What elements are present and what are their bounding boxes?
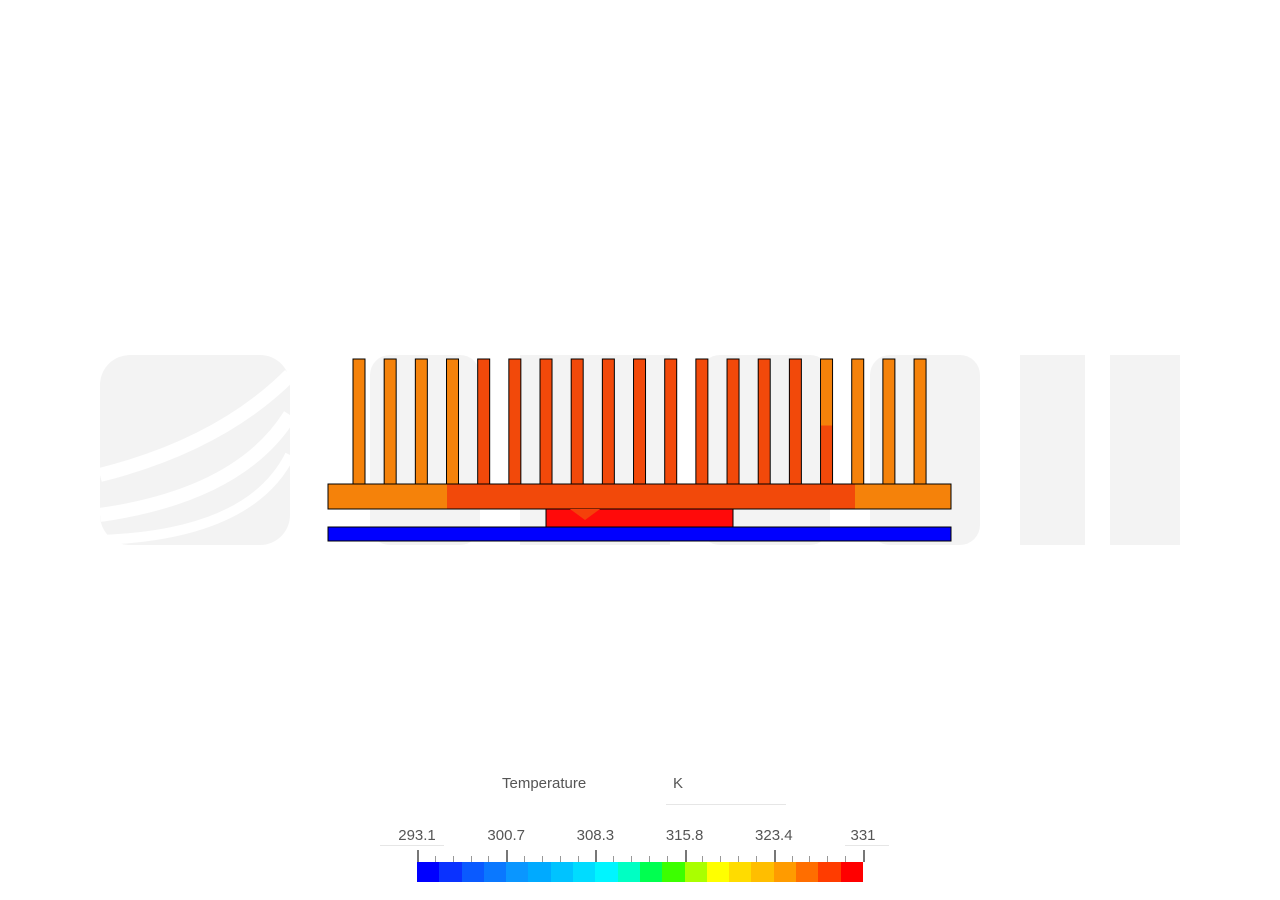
colorbar-tick: [827, 856, 829, 862]
colorbar-tick: [506, 850, 509, 862]
colorbar-tick: [684, 850, 687, 862]
colorbar-segment: [506, 862, 529, 882]
heatsink-fin: [851, 358, 865, 486]
colorbar-tick: [755, 856, 757, 862]
heatsink-model-view[interactable]: [0, 0, 1280, 560]
heatsink-fin: [414, 358, 428, 486]
heatsink-base-right: [855, 484, 951, 509]
heatsink-fin: [601, 358, 615, 486]
colorbar-tick: [702, 856, 704, 862]
colorbar-segment: [796, 862, 819, 882]
colorbar-tick: [666, 856, 668, 862]
colorbar-tick-label: 323.4: [755, 827, 793, 844]
colorbar-tick: [809, 856, 811, 862]
colorbar-tick: [791, 856, 793, 862]
colorbar-tick: [845, 856, 847, 862]
colorbar-segment: [639, 862, 663, 882]
heatsink-fin: [477, 358, 491, 486]
colorbar-tick: [434, 856, 436, 862]
colorbar-tick: [631, 856, 633, 862]
colorbar: [417, 862, 863, 882]
heatsink-fin: [383, 358, 397, 486]
colorbar-segment: [706, 862, 730, 882]
colorbar-segment: [729, 862, 752, 882]
colorbar-tick-label: 315.8: [665, 827, 704, 844]
fin-cool-region: [821, 359, 833, 426]
heatsink-fin: [664, 358, 678, 486]
colorbar-tick: [738, 856, 740, 862]
colorbar-segment: [461, 862, 484, 882]
heatsink-fin: [757, 358, 771, 486]
heatsink-base-center: [447, 484, 855, 509]
colorbar-tick: [559, 856, 561, 862]
heatsink-fin: [508, 358, 522, 486]
legend-title: Temperature: [502, 775, 587, 792]
colorbar-tick: [541, 856, 543, 862]
heatsink-base-left: [328, 484, 448, 509]
colorbar-tick: [595, 850, 598, 862]
heatsink-fin: [726, 358, 740, 486]
heatsink-fin: [352, 358, 366, 486]
colorbar-tick-label: 308.3: [576, 827, 615, 844]
colorbar-tick-label: 293.1: [398, 827, 436, 844]
colorbar-tick: [470, 856, 472, 862]
colorbar-segment: [840, 862, 863, 882]
colorbar-tick-label: 331: [850, 827, 876, 844]
colorbar-tick: [524, 856, 526, 862]
colorbar-segment: [573, 862, 596, 882]
colorbar-segment: [662, 862, 685, 882]
colorbar-segment: [595, 862, 618, 882]
colorbar-tick: [720, 856, 722, 862]
colorbar-segment: [617, 862, 640, 882]
colorbar-segment: [684, 862, 707, 882]
colorbar-tick: [488, 856, 490, 862]
heatsink-fin: [446, 358, 460, 486]
base-plate: [327, 526, 952, 542]
heatsink-fin: [913, 358, 927, 486]
colorbar-segment: [417, 862, 440, 882]
colorbar-segment: [751, 862, 774, 882]
colorbar-segment: [483, 862, 507, 882]
colorbar-tick: [417, 850, 419, 862]
heatsink-fin: [882, 358, 896, 486]
colorbar-tick-label: 300.7: [487, 827, 525, 844]
colorbar-tick: [773, 850, 776, 862]
colorbar-segment: [528, 862, 551, 882]
heatsink-fin: [633, 358, 647, 486]
heatsink-fin: [539, 358, 553, 486]
legend-unit[interactable]: K: [673, 775, 684, 792]
colorbar-segment: [773, 862, 797, 882]
colorbar-tick: [452, 856, 454, 862]
colorbar-tick: [648, 856, 650, 862]
colorbar-tick: [863, 850, 865, 862]
colorbar-segment: [818, 862, 841, 882]
heatsink-fin: [788, 358, 802, 486]
colorbar-ticks: [417, 850, 865, 862]
colorbar-segment: [550, 862, 574, 882]
heatsink-fin: [695, 358, 709, 486]
colorbar-tick: [577, 856, 579, 862]
colorbar-segment: [439, 862, 462, 882]
colorbar-tick: [613, 856, 615, 862]
heatsink-fin: [570, 358, 584, 486]
